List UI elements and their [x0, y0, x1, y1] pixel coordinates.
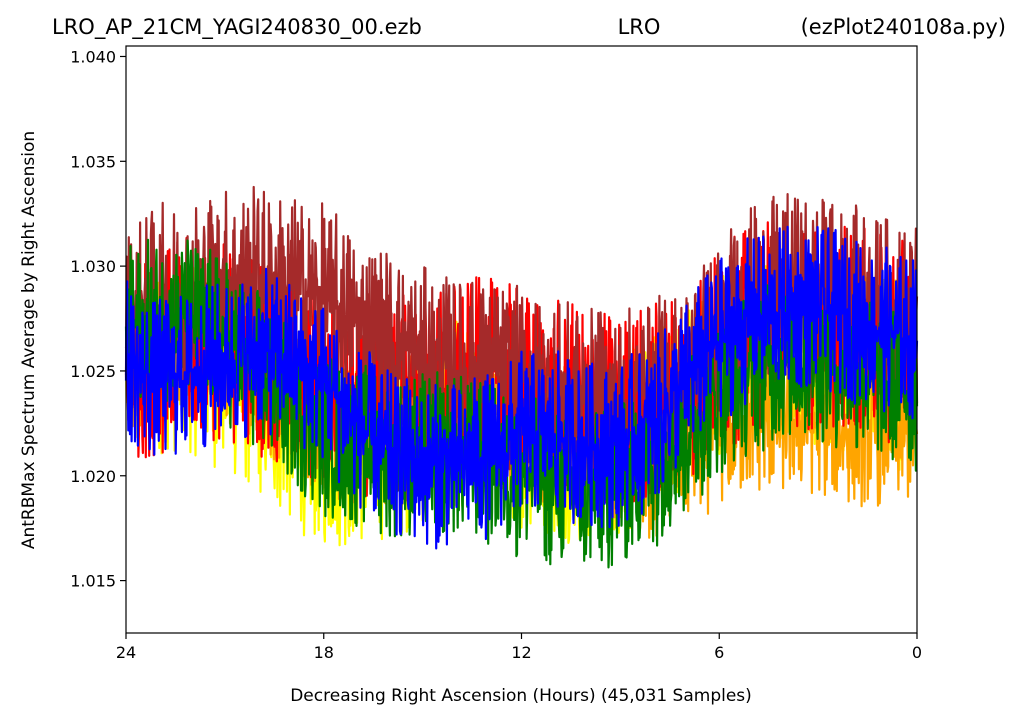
y-tick-label: 1.015 [70, 572, 116, 591]
chart-title-center: LRO [618, 15, 661, 39]
series-layer [124, 185, 919, 569]
x-axis: 24 18 12 6 0 [116, 633, 922, 662]
x-tick-label: 18 [314, 643, 334, 662]
series-line-5 [124, 225, 919, 550]
y-axis: 1.015 1.020 1.025 1.030 1.035 1.040 [70, 47, 126, 591]
y-tick-label: 1.035 [70, 152, 116, 171]
x-tick-label: 6 [714, 643, 724, 662]
chart-title-left: LRO_AP_21CM_YAGI240830_00.ezb [52, 15, 422, 40]
chart-title-right: (ezPlot240108a.py) [801, 15, 1006, 39]
x-axis-label: Decreasing Right Ascension (Hours) (45,0… [290, 686, 752, 706]
y-tick-label: 1.025 [70, 362, 116, 381]
series-line-3 [124, 185, 919, 497]
y-tick-label: 1.030 [70, 257, 116, 276]
x-tick-label: 24 [116, 643, 136, 662]
x-tick-label: 12 [511, 643, 531, 662]
x-tick-label: 0 [912, 643, 922, 662]
y-tick-label: 1.020 [70, 467, 116, 486]
y-axis-label: AntRBMax Spectrum Average by Right Ascen… [19, 131, 39, 549]
y-tick-label: 1.040 [70, 47, 116, 66]
